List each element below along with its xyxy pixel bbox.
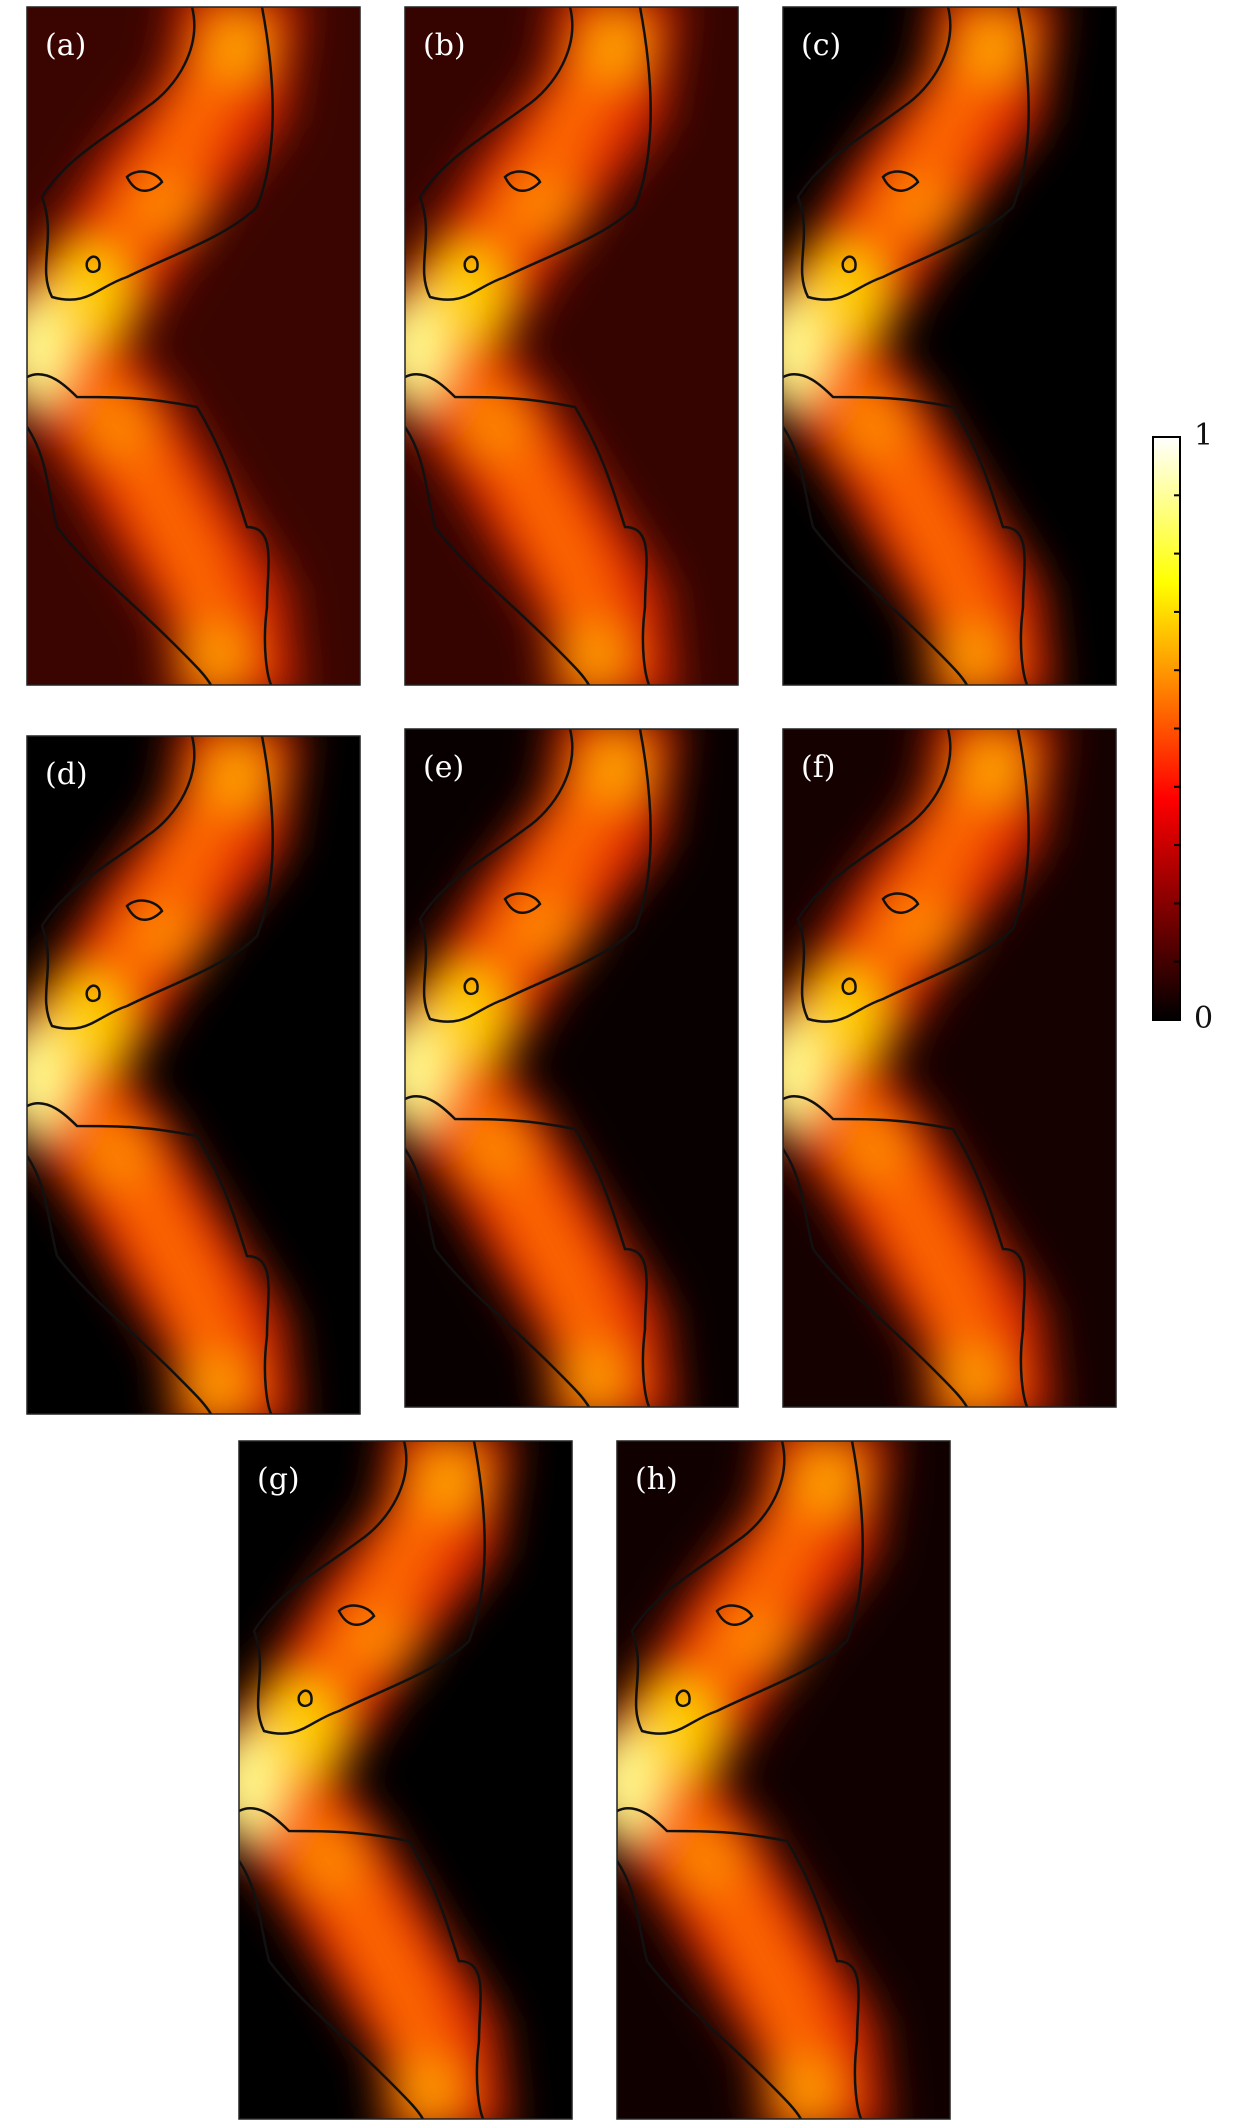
heatmap-panel: (d) bbox=[26, 735, 361, 1415]
panel-frame bbox=[26, 735, 361, 1415]
panel-label: (b) bbox=[423, 28, 466, 63]
heatmap bbox=[783, 7, 1116, 685]
panel-label: (h) bbox=[635, 1462, 678, 1497]
panel-label: (d) bbox=[45, 757, 88, 792]
heatmap bbox=[405, 7, 738, 685]
heatmap bbox=[783, 729, 1116, 1407]
colorbar-tick-label: 1 bbox=[1194, 418, 1213, 453]
panel-frame bbox=[404, 6, 739, 686]
panel-frame bbox=[238, 1440, 573, 2120]
heatmap-panel: (a) bbox=[26, 6, 361, 686]
panel-label: (g) bbox=[257, 1462, 300, 1497]
heatmap-panel: (h) bbox=[616, 1440, 951, 2120]
heatmap bbox=[405, 729, 738, 1407]
heatmap bbox=[27, 736, 360, 1414]
heatmap-panel: (c) bbox=[782, 6, 1117, 686]
heatmap-panel: (b) bbox=[404, 6, 739, 686]
heatmap bbox=[617, 1441, 950, 2119]
heatmap-panel: (e) bbox=[404, 728, 739, 1408]
panel-frame bbox=[782, 728, 1117, 1408]
panel-label: (e) bbox=[423, 750, 464, 785]
heatmap-panel: (f) bbox=[782, 728, 1117, 1408]
colorbar-tick-label: 0 bbox=[1194, 1001, 1213, 1036]
panel-frame bbox=[616, 1440, 951, 2120]
panel-label: (f) bbox=[801, 750, 836, 785]
heatmap-panel: (g) bbox=[238, 1440, 573, 2120]
heatmap bbox=[239, 1441, 572, 2119]
panel-frame bbox=[26, 6, 361, 686]
panel-label: (c) bbox=[801, 28, 841, 63]
heatmap bbox=[27, 7, 360, 685]
panel-label: (a) bbox=[45, 28, 86, 63]
panel-frame bbox=[782, 6, 1117, 686]
panel-frame bbox=[404, 728, 739, 1408]
